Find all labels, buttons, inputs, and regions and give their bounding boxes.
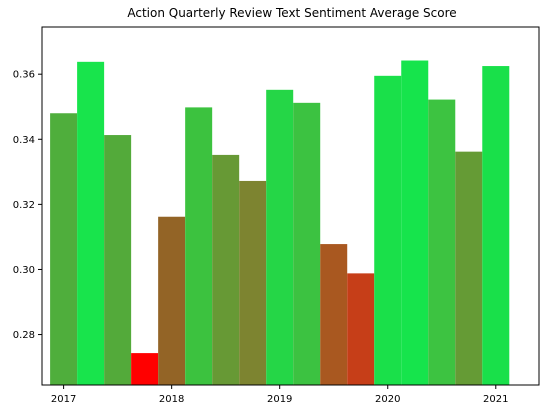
bar-10	[320, 244, 348, 385]
bar-6	[212, 154, 240, 385]
y-tick-label-2: 0.32	[13, 200, 35, 211]
bar-13	[401, 60, 429, 385]
bar-7	[239, 180, 267, 385]
y-axis: 0.28 0.30 0.32 0.34 0.36	[13, 70, 42, 341]
bar-14	[428, 99, 456, 386]
x-tick-label-0: 2017	[51, 394, 76, 405]
bars-group	[50, 60, 510, 386]
bar-1	[77, 61, 105, 385]
x-tick-label-3: 2020	[375, 394, 400, 405]
x-tick-label-4: 2021	[483, 394, 508, 405]
chart-title: Action Quarterly Review Text Sentiment A…	[127, 6, 456, 20]
bar-16	[482, 66, 510, 386]
bar-12	[374, 75, 402, 386]
plot-frame	[41, 26, 540, 386]
bar-3	[131, 353, 159, 385]
x-tick-label-2: 2019	[267, 394, 292, 405]
y-tick-label-3: 0.34	[13, 135, 35, 146]
bar-5	[185, 107, 213, 386]
bar-8	[266, 89, 294, 385]
bar-0	[50, 113, 78, 385]
x-tick-label-1: 2018	[159, 394, 184, 405]
bar-11	[347, 273, 375, 385]
bar-9	[293, 102, 321, 386]
y-tick-label-0: 0.28	[13, 330, 35, 341]
x-axis: 2017 2018 2019 2020 2021	[51, 385, 509, 405]
y-tick-label-4: 0.36	[13, 70, 35, 81]
bar-4	[158, 216, 186, 385]
bar-15	[455, 151, 483, 385]
bar-2	[104, 135, 132, 385]
y-tick-label-1: 0.30	[13, 265, 35, 276]
